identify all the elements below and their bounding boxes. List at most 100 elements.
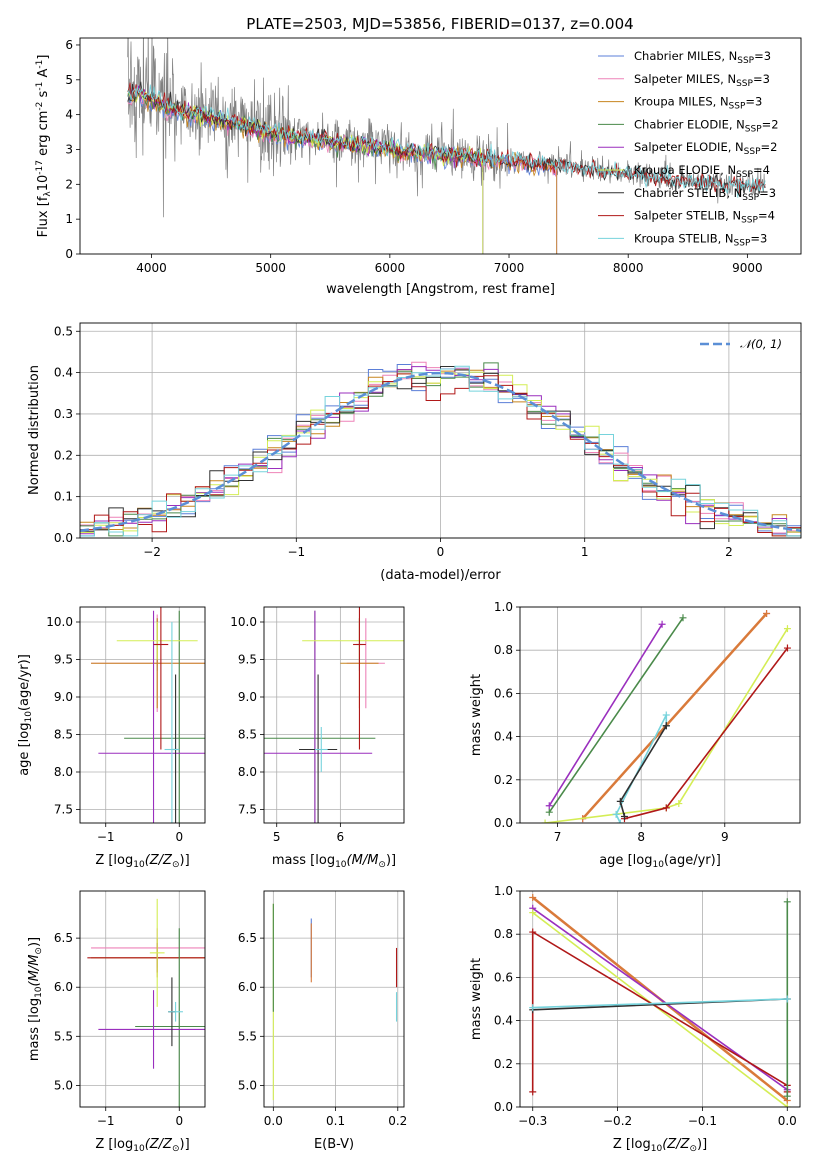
x-tick-label: −0.1 [688,1114,717,1128]
legend-entry: Chabrier STELIB, NSSP=3 [634,186,776,203]
y-tick-label: 5.5 [238,1029,257,1043]
y-tick-label: 1.0 [494,600,513,614]
panel-residuals: −2 −1 0 1 2 0.0 0.1 0.2 0.3 0.4 0.5 𝒩(0, 1) (data-mo… [27,322,802,583]
x-axis-label: E(B-V) [314,1137,354,1152]
plot-area [127,38,766,254]
y-tick-label: 7.5 [54,803,73,817]
x-axis-label: Z [log10(Z/Z⊙)] [95,1137,189,1154]
x-tick-label: 0.1 [326,1114,345,1128]
y-tick-label: 0.3 [54,407,73,421]
errorbar-chabrier-elodie [135,928,205,1107]
y-axis-label: mass weight [469,674,484,756]
y-tick-label: 6.0 [54,980,73,994]
x-tick-label: −0.2 [603,1114,632,1128]
y-tick-label: 0 [65,247,73,261]
series-marker [662,722,670,730]
x-tick-label: 8000 [613,261,644,275]
x-tick-label: 7000 [494,261,525,275]
grid-lines [520,606,800,824]
grid-lines [80,323,801,539]
x-tick-label: 0 [175,830,183,844]
legend-entry: Kroupa MILES, NSSP=3 [634,95,762,112]
y-tick-label: 4 [65,108,73,122]
legend-entry: Kroupa ELODIE, NSSP=4 [634,163,770,180]
x-axis-label: mass [log10(M/M⊙)] [272,853,396,870]
series-marker [763,609,771,617]
histogram-kroupa-stelib [80,365,801,537]
panel-age-vs-Z: −1 0 7.5 8.0 8.5 9.0 9.5 10.0 Z [log10(Z/Z⊙)] age… [17,606,206,870]
x-tick-label: 0 [175,1114,183,1128]
y-tick-label: 8.5 [54,728,73,742]
errorbar-kroupa-elodie [149,898,165,1007]
series-marker [675,800,683,808]
errorbar-kroupa-stelib [314,727,328,772]
series-chabrier-stelib [616,722,670,821]
y-tick-label: 0.1 [54,490,73,504]
series-thick-pair [579,609,771,823]
x-tick-label: 0.0 [264,1114,283,1128]
x-tick-label: 9000 [732,261,763,275]
x-tick-label: 6 [337,830,345,844]
x-tick-label: 5000 [255,261,286,275]
series-line [619,725,667,817]
legend-entry: Kroupa STELIB, NSSP=3 [634,231,767,248]
legend-entry: Salpeter ELODIE, NSSP=2 [634,140,777,157]
y-tick-label: 0.5 [54,324,73,338]
errorbar-salpeter-elodie [98,990,205,1069]
grid-lines [264,607,404,823]
y-tick-label: 5 [65,73,73,87]
y-tick-label: 0.6 [494,686,513,700]
series-marker [662,804,670,812]
y-axis-label: age [log10(age/yr)] [17,654,34,776]
errorbar-salpeter-elodie [264,610,373,823]
grid-lines [264,891,404,1107]
y-tick-label: 9.5 [54,653,73,667]
series-marker [662,711,670,719]
plot-area [264,607,404,823]
axes-frame [79,890,206,1108]
x-axis-label: age [log10(age/yr)] [599,853,721,870]
series-line [615,714,668,823]
histogram-kroupa-elodie [80,371,801,537]
series-marker [529,893,537,901]
y-tick-label: 10.0 [230,615,257,629]
series-line [548,623,663,807]
axes-frame [519,606,801,824]
y-tick-label: 5.5 [54,1029,73,1043]
histogram-salpeter-stelib [80,373,801,537]
x-axis-label: Z [log10(Z/Z⊙)] [95,853,189,870]
x-tick-label: 0.2 [388,1114,407,1128]
series-marker [679,614,687,622]
y-tick-label: 8.0 [238,765,257,779]
series-marker [616,797,624,805]
series-kroupa-elodie [529,909,791,1107]
legend: Chabrier MILES, NSSP=3 Salpeter MILES, NS… [598,49,779,248]
series-line [545,628,789,823]
errorbar-kroupa-stelib [164,622,180,823]
y-tick-label: 1 [65,212,73,226]
x-axis-label: wavelength [Angstrom, rest frame] [326,282,555,297]
series-marker [545,802,553,810]
x-tick-label: 8 [637,830,645,844]
errorbar-salpeter-elodie [98,610,205,823]
x-tick-label: 2 [725,545,733,559]
x-tick-label: 4000 [136,261,167,275]
x-tick-label: 0 [437,545,445,559]
x-tick-label: −1 [97,1114,115,1128]
axes-frame [79,37,802,255]
y-tick-label: 2 [65,177,73,191]
model-line-kroupa-stelib [127,84,766,198]
y-tick-label: 8.5 [238,728,257,742]
y-tick-label: 6.5 [238,931,257,945]
series-kroupa-elodie [541,625,791,823]
series-marker [783,644,791,652]
panel-mass-vs-EBV: 0.0 0.1 0.2 5.0 5.5 6.0 6.5 E(B-V) [238,890,407,1152]
y-tick-label: 0.8 [494,927,513,941]
series-line [581,612,768,820]
errorbar-salpeter-stelib [153,607,169,750]
series-salpeter-stelib [529,928,791,1096]
y-tick-label: 6.0 [238,980,257,994]
series-marker [545,808,553,816]
panel-age-vs-mass: 5 6 7.5 8.0 8.5 9.0 9.5 10.0 mass [log10(M/M⊙)] [230,606,405,870]
